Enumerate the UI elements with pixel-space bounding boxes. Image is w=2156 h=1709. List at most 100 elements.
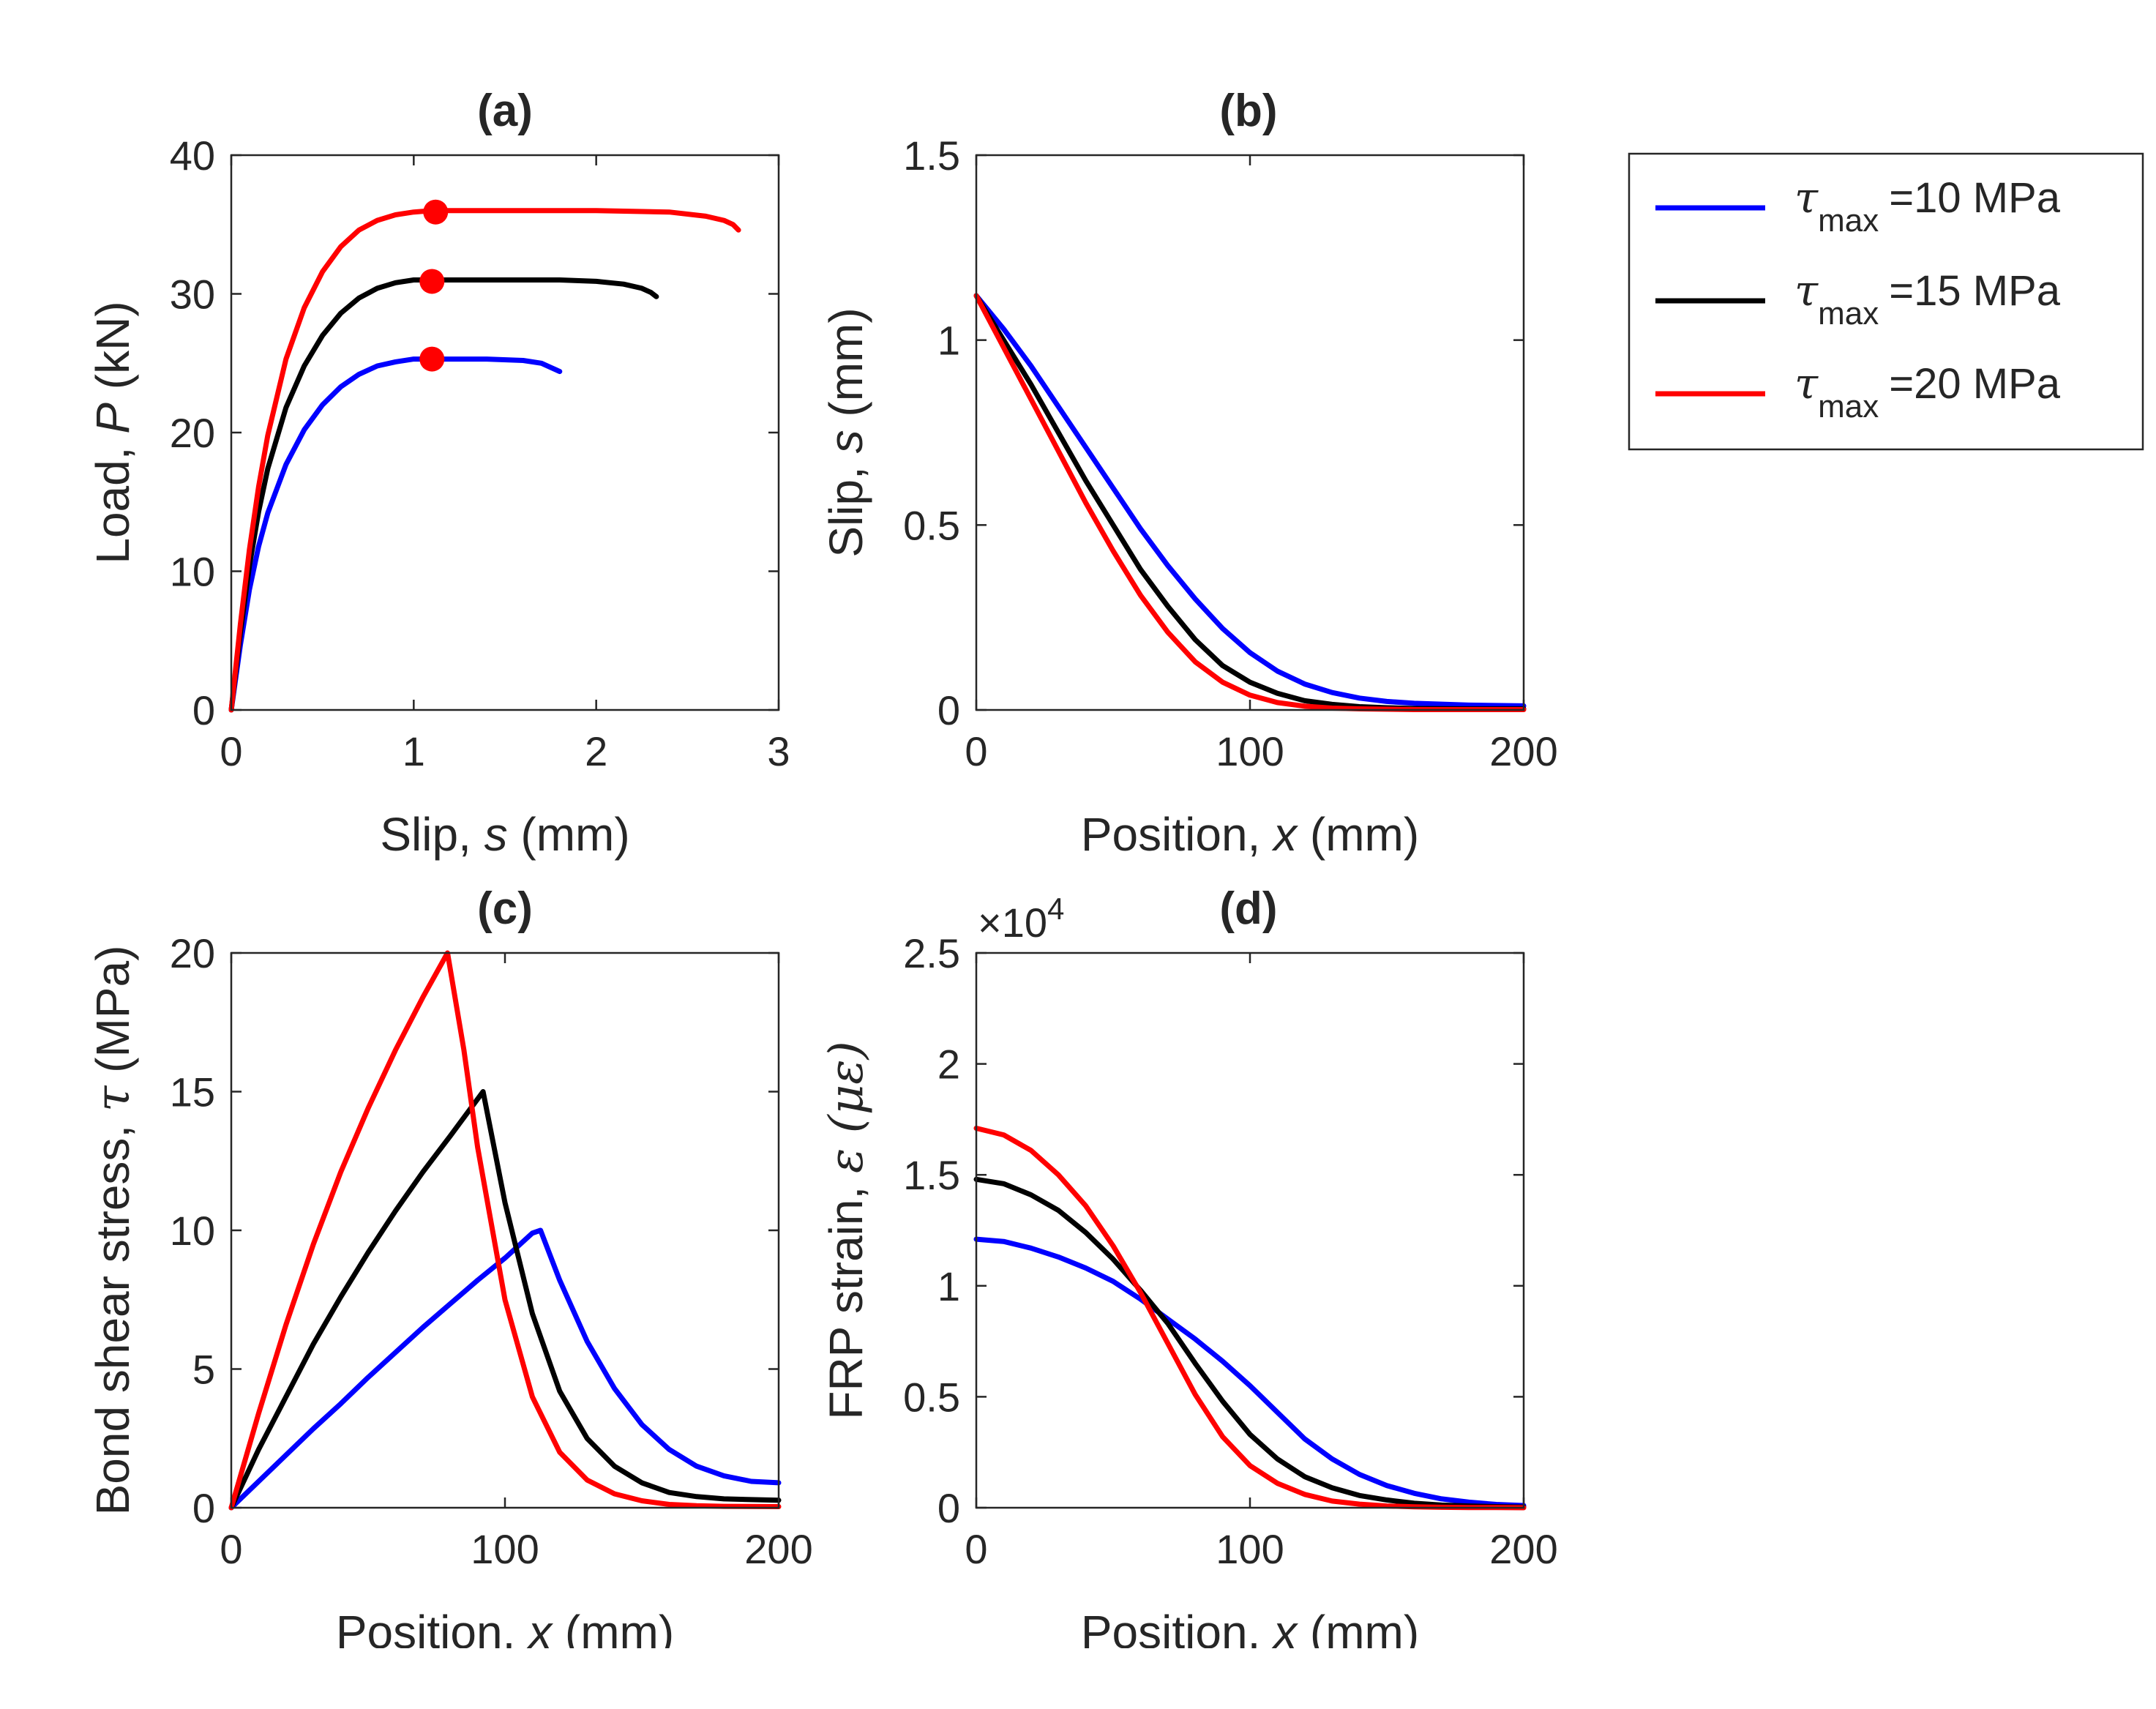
panel-c-ytick-label: 10	[170, 1208, 215, 1254]
panel-a-ytick-label: 10	[170, 549, 215, 595]
panel-c-ytick-label: 20	[170, 930, 215, 976]
panel-c-xtick-label: 100	[471, 1526, 539, 1572]
panel-a-ytick-label: 30	[170, 272, 215, 318]
panel-b-xtick-label: 100	[1216, 728, 1284, 774]
panel-d-xtick-label: 0	[965, 1526, 987, 1572]
legend-label-2: τmax =15 MPa	[1794, 266, 2061, 332]
panel-b-ytick-label: 1	[937, 318, 960, 364]
panel-b-xtick-label: 200	[1489, 728, 1557, 774]
legend-symbol-2: τ	[1794, 266, 1819, 315]
panel-b-xlabel: Position, x (mm)	[1081, 808, 1419, 861]
panel-c-series-2	[228, 1089, 782, 1511]
panel-b-ylabel-var: s	[820, 430, 872, 453]
panel-b-ylabel: Slip, s (mm)	[820, 307, 872, 557]
panel-a-series-2	[228, 277, 659, 713]
panel-a-peak-marker-1	[419, 346, 445, 372]
legend: τmax =10 MPa τmax =15 MPa τmax =20 MPa	[1628, 152, 2144, 451]
panel-a-ylabel-var: P	[86, 403, 139, 434]
panel-b-xlabel-var: x	[1271, 808, 1298, 861]
panel-d-series-2	[973, 1176, 1527, 1510]
panel-c: (c) 0 100 200 0 5 10 15 20 Bond shear stress, τ…	[86, 883, 813, 1572]
panel-a-xlabel: Slip, s (mm)	[380, 808, 629, 861]
panel-d: (d) ×104 0 100 200 0 0.5 1 1.5 2 2.5 FRP strain,…	[820, 883, 1558, 1572]
legend-sub-1: max	[1818, 203, 1879, 239]
panel-a-frame	[230, 154, 780, 711]
panel-c-ytick-label: 5	[192, 1347, 215, 1393]
panel-d-ylabel: FRP strain, ε (με)	[820, 1041, 874, 1419]
panel-d-exponent-base: ×10	[978, 900, 1047, 946]
legend-symbol-1: τ	[1794, 173, 1819, 222]
panel-a-xlabel-pre: Slip,	[380, 808, 484, 861]
panel-b-frame	[975, 154, 1525, 711]
panel-c-ylabel: Bond shear stress, τ (MPa)	[86, 946, 141, 1516]
panel-a-xtick-label: 2	[585, 728, 607, 774]
panel-c-xtick-label: 200	[744, 1526, 812, 1572]
panel-d-ytick-label: 2	[937, 1042, 960, 1088]
panel-c-xtick-label: 0	[220, 1526, 242, 1572]
legend-label-3: τmax =20 MPa	[1794, 359, 2061, 425]
legend-label-1: τmax =10 MPa	[1794, 173, 2061, 239]
panel-d-ylabel-pre: FRP strain,	[820, 1173, 872, 1420]
panel-a-title: (a)	[477, 86, 533, 136]
panel-c-ylabel-pre: Bond shear stress,	[86, 1112, 139, 1515]
panel-d-exponent-power: 4	[1047, 891, 1064, 926]
legend-text-2: =15 MPa	[1889, 267, 2060, 315]
panel-c-ylabel-var: τ	[86, 1085, 141, 1112]
bottom-label-clip: Position, x (mm) Position, x (mm)	[336, 1606, 1419, 1658]
panel-a-series-3	[228, 208, 741, 713]
panel-b-ytick-label: 1.5	[903, 132, 960, 179]
panel-c-title: (c)	[477, 883, 533, 934]
panel-b: (b) 0 100 200 0 0.5 1 1.5 Position, x (mm) Sli…	[820, 86, 1558, 861]
panel-a-ylabel: Load, P (kN)	[86, 301, 139, 564]
panel-b-ytick-label: 0	[937, 687, 960, 733]
panel-c-ytick-label: 0	[192, 1485, 215, 1531]
panel-d-ytick-label: 1	[937, 1263, 960, 1309]
panel-a-ytick-label: 0	[192, 687, 215, 733]
panel-c-ylabel-post: (MPa)	[86, 946, 139, 1086]
panel-a-xlabel-var: s	[484, 808, 508, 861]
panel-d-xlabel-post: (mm)	[1297, 1606, 1419, 1658]
panel-b-xlabel-pre: Position,	[1081, 808, 1273, 861]
panel-a-ylabel-post: (kN)	[86, 301, 139, 403]
panel-c-series-3	[228, 950, 782, 1511]
panel-d-title: (d)	[1219, 883, 1277, 934]
panel-a-ytick-label: 20	[170, 410, 215, 456]
panel-d-series-1	[973, 1236, 1527, 1508]
panel-a-xtick-label: 0	[220, 728, 242, 774]
panel-d-ylabel-var: ε (με)	[820, 1041, 874, 1173]
panel-a-ylabel-pre: Load,	[86, 434, 139, 564]
panel-d-exponent: ×104	[978, 891, 1064, 946]
panel-d-xlabel-var: x	[1271, 1606, 1298, 1658]
panel-c-xlabel-pre: Position,	[336, 1606, 528, 1658]
panel-b-xtick-label: 0	[965, 728, 987, 774]
legend-sub-3: max	[1818, 389, 1879, 425]
panel-b-ytick-label: 0.5	[903, 502, 960, 548]
panel-d-xlabel: Position, x (mm)	[1081, 1606, 1419, 1658]
panel-d-frame	[975, 951, 1525, 1509]
legend-text-1: =10 MPa	[1889, 174, 2060, 222]
panel-c-frame	[230, 951, 780, 1509]
panel-b-title: (b)	[1219, 86, 1277, 136]
panel-b-xlabel-post: (mm)	[1297, 808, 1419, 861]
legend-text-3: =20 MPa	[1889, 360, 2060, 408]
panel-a-series-1	[228, 356, 563, 713]
panel-d-xtick-label: 200	[1489, 1526, 1557, 1572]
panel-a-xlabel-post: (mm)	[508, 808, 630, 861]
panel-c-xlabel: Position, x (mm)	[336, 1606, 674, 1658]
panel-b-series-1	[973, 293, 1527, 708]
panel-c-series-1	[228, 1227, 782, 1511]
panel-c-ytick-label: 15	[170, 1069, 215, 1115]
panel-d-xlabel-pre: Position,	[1081, 1606, 1273, 1658]
legend-symbol-3: τ	[1794, 359, 1819, 408]
panel-d-xtick-label: 100	[1216, 1526, 1284, 1572]
panel-d-ytick-label: 1.5	[903, 1152, 960, 1198]
legend-sub-2: max	[1818, 296, 1879, 332]
panel-c-xlabel-var: x	[526, 1606, 553, 1658]
panel-a-xtick-label: 3	[767, 728, 790, 774]
panel-b-ylabel-pre: Slip,	[820, 453, 872, 557]
panel-a-peak-marker-2	[419, 269, 445, 294]
panel-d-ytick-label: 2.5	[903, 930, 960, 976]
